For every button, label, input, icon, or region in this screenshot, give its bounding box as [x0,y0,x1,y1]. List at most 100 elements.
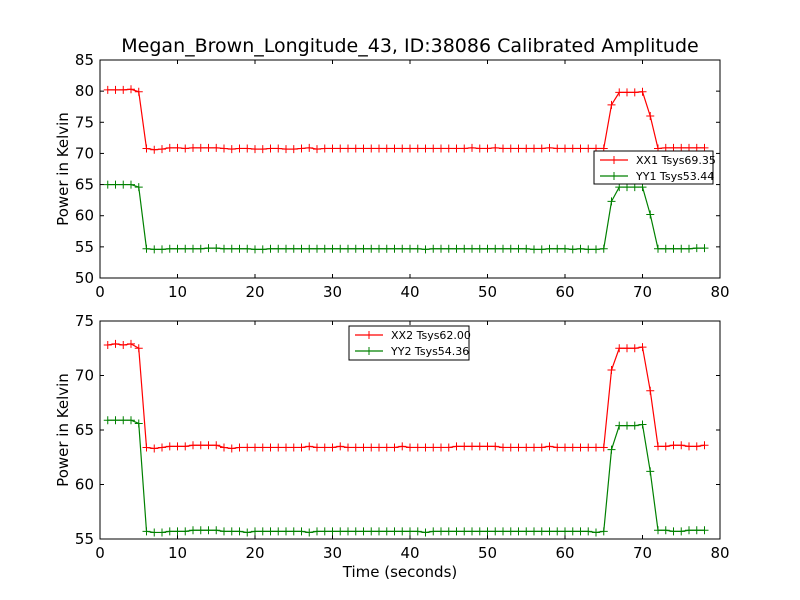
data-point-marker [243,244,252,253]
data-point-marker [607,197,616,206]
data-point-marker [313,244,321,253]
data-point-marker [390,443,399,452]
data-point-marker [103,180,112,189]
legend-label: XX2 Tsys62.00 [391,329,471,342]
data-point-marker [444,144,453,153]
data-point-marker [669,527,678,536]
data-point-marker [111,416,120,425]
data-point-marker [150,145,159,154]
data-point-marker [692,526,701,535]
data-point-marker [607,366,616,375]
data-point-marker [165,442,174,451]
x-tick-label: 80 [710,283,729,301]
data-point-marker [158,245,166,254]
data-point-marker [196,244,205,253]
data-point-marker [522,443,531,452]
data-point-marker [568,443,577,452]
data-point-marker [119,180,128,189]
data-point-marker [181,244,190,253]
data-point-marker [661,442,670,451]
x-tick-label: 10 [168,544,187,562]
data-point-marker [437,443,445,452]
data-point-marker [483,244,492,253]
data-point-marker [313,527,321,536]
data-point-marker [134,344,143,353]
x-tick-label: 60 [555,544,574,562]
data-point-marker [685,442,693,451]
x-tick-label: 20 [245,283,264,301]
data-point-marker [499,244,507,253]
data-point-marker [289,244,298,253]
data-point-marker [429,527,438,536]
data-point-marker [669,244,678,253]
data-point-marker [545,442,554,451]
data-point-marker [390,244,399,253]
series-line-yy2 [107,419,705,534]
data-point-marker [452,244,461,253]
legend: XX2 Tsys62.00 YY2 Tsys54.36 [348,325,471,361]
figure-title: Megan_Brown_Longitude_43, ID:38086 Calib… [121,35,698,57]
data-point-marker [189,143,197,152]
data-point-marker [661,526,670,535]
series-line-yy1 [107,183,705,250]
data-point-marker [545,244,554,253]
data-point-marker [103,416,112,425]
data-point-marker [289,527,298,536]
data-point-marker [289,145,298,154]
data-point-marker [406,443,414,452]
data-point-marker [623,344,631,353]
data-point-marker [537,245,546,254]
data-point-marker [429,144,438,153]
data-point-marker [375,144,383,153]
data-point-marker [530,144,538,153]
data-point-marker [359,443,368,452]
data-point-marker [468,527,476,536]
data-point-marker [220,527,228,536]
data-point-marker [375,244,383,253]
data-point-marker [103,340,112,349]
data-point-marker [313,145,321,154]
y-tick-label: 55 [75,238,94,256]
data-point-marker [328,527,337,536]
data-point-marker [258,245,267,254]
data-point-marker [669,441,678,450]
data-point-marker [623,88,631,97]
data-point-marker [561,144,569,153]
data-point-marker [522,527,531,536]
data-point-marker [646,112,655,121]
y-axis-label: Power in Kelvin [54,112,72,226]
data-point-marker [274,527,283,536]
legend-label: XX1 Tsys69.35 [636,154,716,167]
data-point-marker [638,87,647,96]
data-point-marker [142,144,151,153]
data-point-marker [382,144,391,153]
data-point-marker [506,527,515,536]
y-tick-label: 70 [75,144,94,162]
data-point-marker [468,442,476,451]
data-point-marker [251,443,259,452]
x-tick-label: 0 [95,544,105,562]
data-point-marker [576,244,585,253]
data-point-marker [514,443,523,452]
data-point-marker [483,144,492,153]
data-point-marker [599,244,608,253]
data-point-marker [483,527,492,536]
data-point-marker [700,244,709,253]
legend-label: YY1 Tsys53.44 [635,170,714,183]
data-point-marker [258,527,267,536]
y-tick-label: 60 [75,476,94,494]
data-point-marker [119,416,128,425]
data-point-marker [320,443,329,452]
data-point-marker [382,443,391,452]
data-point-marker [592,443,600,452]
data-point-marker [313,443,321,452]
data-point-marker [289,443,298,452]
data-point-marker [212,526,221,535]
data-point-marker [615,88,624,97]
data-point-marker [119,85,128,94]
data-point-marker [274,244,283,253]
data-point-marker [220,144,228,153]
data-point-marker [150,444,159,453]
data-point-marker [204,441,213,450]
